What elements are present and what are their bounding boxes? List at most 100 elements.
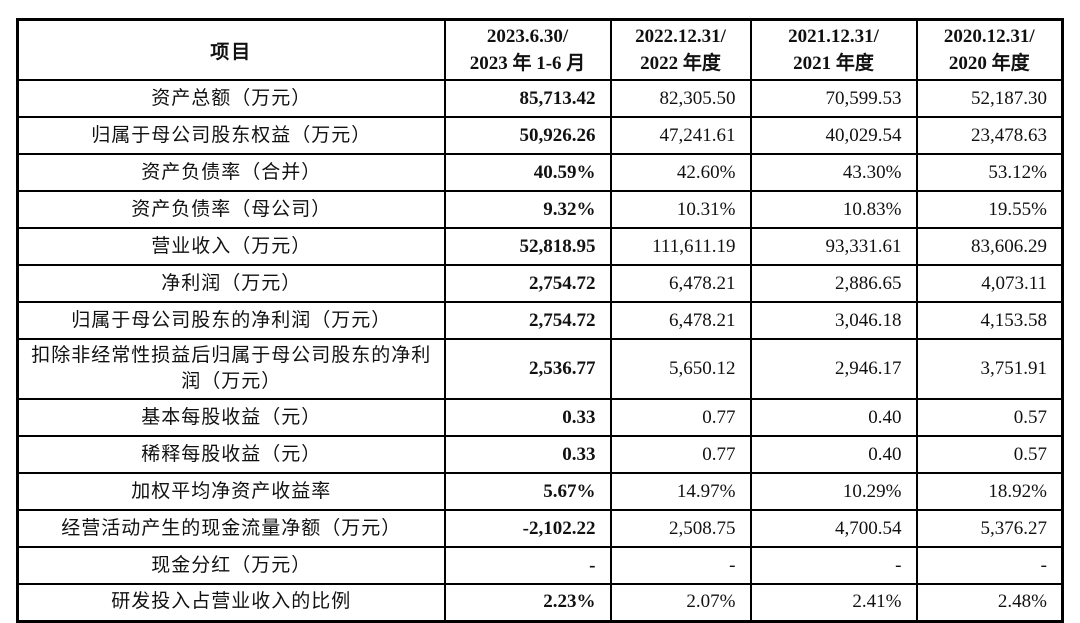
table-body: 资产总额（万元） 85,713.42 82,305.50 70,599.53 52,18…	[16, 79, 1064, 622]
table-row: 资产总额（万元） 85,713.42 82,305.50 70,599.53 52,18…	[16, 79, 1064, 118]
value-cell: 2,754.72	[443, 264, 612, 303]
value-cell: 4,700.54	[749, 509, 918, 548]
table-row: 归属于母公司股东的净利润（万元） 2,754.72 6,478.21 3,046.18…	[16, 301, 1064, 340]
value-cell: 2,886.65	[749, 264, 918, 303]
column-header-item: 项目	[16, 18, 446, 81]
table-row: 营业收入（万元） 52,818.95 111,611.19 93,331.61 83,6…	[16, 227, 1064, 266]
value-cell: 2.23%	[443, 583, 612, 622]
value-cell: 5,376.27	[915, 509, 1064, 548]
table-row: 经营活动产生的现金流量净额（万元） -2,102.22 2,508.75 4,700.…	[16, 509, 1064, 548]
value-cell: 50,926.26	[443, 116, 612, 155]
value-cell: 2.41%	[749, 583, 918, 622]
value-cell: 23,478.63	[915, 116, 1064, 155]
value-cell: 2,946.17	[749, 338, 918, 400]
row-label: 加权平均净资产收益率	[16, 472, 446, 511]
table-row: 现金分红（万元） - - - -	[16, 546, 1064, 585]
value-cell: -	[749, 546, 918, 585]
value-cell: 0.33	[443, 435, 612, 474]
value-cell: 111,611.19	[609, 227, 752, 266]
value-cell: -	[609, 546, 752, 585]
value-cell: 0.40	[749, 398, 918, 437]
row-label: 研发投入占营业收入的比例	[16, 583, 446, 622]
value-cell: 0.57	[915, 435, 1064, 474]
value-cell: -2,102.22	[443, 509, 612, 548]
column-header-2021: 2021.12.31/ 2021 年度	[749, 18, 918, 81]
value-cell: 2,508.75	[609, 509, 752, 548]
value-cell: 85,713.42	[443, 79, 612, 118]
value-cell: 10.31%	[609, 190, 752, 229]
table-row: 净利润（万元） 2,754.72 6,478.21 2,886.65 4,073.11	[16, 264, 1064, 303]
row-label: 现金分红（万元）	[16, 546, 446, 585]
column-header-2023h1: 2023.6.30/ 2023 年 1-6 月	[443, 18, 612, 81]
column-header-line2: 2020 年度	[948, 53, 1030, 74]
table-row: 研发投入占营业收入的比例 2.23% 2.07% 2.41% 2.48%	[16, 583, 1064, 622]
value-cell: 52,818.95	[443, 227, 612, 266]
table-row: 扣除非经常性损益后归属于母公司股东的净利润（万元） 2,536.77 5,650.1…	[16, 338, 1064, 400]
table-row: 资产负债率（合并） 40.59% 42.60% 43.30% 53.12%	[16, 153, 1064, 192]
column-header-line2: 2021 年度	[793, 53, 874, 74]
value-cell: 0.77	[609, 398, 752, 437]
table-header-row: 项目 2023.6.30/ 2023 年 1-6 月 2022.12.31/ 2…	[16, 18, 1064, 81]
row-label: 净利润（万元）	[16, 264, 446, 303]
value-cell: 83,606.29	[915, 227, 1064, 266]
value-cell: 82,305.50	[609, 79, 752, 118]
value-cell: 40.59%	[443, 153, 612, 192]
value-cell: 14.97%	[609, 472, 752, 511]
value-cell: 53.12%	[915, 153, 1064, 192]
column-header-2022: 2022.12.31/ 2022 年度	[609, 18, 752, 81]
value-cell: 0.33	[443, 398, 612, 437]
row-label: 基本每股收益（元）	[16, 398, 446, 437]
value-cell: 3,046.18	[749, 301, 918, 340]
value-cell: 47,241.61	[609, 116, 752, 155]
value-cell: 4,073.11	[915, 264, 1064, 303]
value-cell: 2,536.77	[443, 338, 612, 400]
value-cell: 18.92%	[915, 472, 1064, 511]
row-label: 营业收入（万元）	[16, 227, 446, 266]
value-cell: 43.30%	[749, 153, 918, 192]
row-label: 资产负债率（合并）	[16, 153, 446, 192]
value-cell: 6,478.21	[609, 301, 752, 340]
column-header-line2: 2023 年 1-6 月	[469, 53, 586, 74]
value-cell: 10.29%	[749, 472, 918, 511]
value-cell: 2,754.72	[443, 301, 612, 340]
value-cell: 19.55%	[915, 190, 1064, 229]
column-header-line1: 2023.6.30/	[486, 26, 569, 47]
value-cell: -	[915, 546, 1064, 585]
value-cell: 0.77	[609, 435, 752, 474]
value-cell: 6,478.21	[609, 264, 752, 303]
financial-summary-table: 项目 2023.6.30/ 2023 年 1-6 月 2022.12.31/ 2…	[16, 18, 1064, 623]
column-header-line1: 2020.12.31/	[943, 26, 1035, 47]
row-label: 归属于母公司股东权益（万元）	[16, 116, 446, 155]
value-cell: 40,029.54	[749, 116, 918, 155]
value-cell: 0.40	[749, 435, 918, 474]
value-cell: 0.57	[915, 398, 1064, 437]
row-label: 扣除非经常性损益后归属于母公司股东的净利润（万元）	[16, 338, 446, 400]
row-label: 资产负债率（母公司）	[16, 190, 446, 229]
row-label: 稀释每股收益（元）	[16, 435, 446, 474]
column-header-line1: 2022.12.31/	[635, 26, 726, 47]
table-row: 加权平均净资产收益率 5.67% 14.97% 10.29% 18.92%	[16, 472, 1064, 511]
value-cell: 10.83%	[749, 190, 918, 229]
table-row: 资产负债率（母公司） 9.32% 10.31% 10.83% 19.55%	[16, 190, 1064, 229]
value-cell: 93,331.61	[749, 227, 918, 266]
column-header-2020: 2020.12.31/ 2020 年度	[915, 18, 1064, 81]
row-label: 归属于母公司股东的净利润（万元）	[16, 301, 446, 340]
table-row: 基本每股收益（元） 0.33 0.77 0.40 0.57	[16, 398, 1064, 437]
column-header-line2: 2022 年度	[640, 53, 721, 74]
table-row: 稀释每股收益（元） 0.33 0.77 0.40 0.57	[16, 435, 1064, 474]
value-cell: 9.32%	[443, 190, 612, 229]
value-cell: 4,153.58	[915, 301, 1064, 340]
value-cell: 70,599.53	[749, 79, 918, 118]
row-label: 经营活动产生的现金流量净额（万元）	[16, 509, 446, 548]
value-cell: 52,187.30	[915, 79, 1064, 118]
column-header-line1: 2021.12.31/	[788, 26, 879, 47]
table-row: 归属于母公司股东权益（万元） 50,926.26 47,241.61 40,029.5…	[16, 116, 1064, 155]
value-cell: 2.48%	[915, 583, 1064, 622]
value-cell: 5,650.12	[609, 338, 752, 400]
value-cell: 42.60%	[609, 153, 752, 192]
value-cell: 2.07%	[609, 583, 752, 622]
row-label: 资产总额（万元）	[16, 79, 446, 118]
value-cell: 5.67%	[443, 472, 612, 511]
value-cell: 3,751.91	[915, 338, 1064, 400]
